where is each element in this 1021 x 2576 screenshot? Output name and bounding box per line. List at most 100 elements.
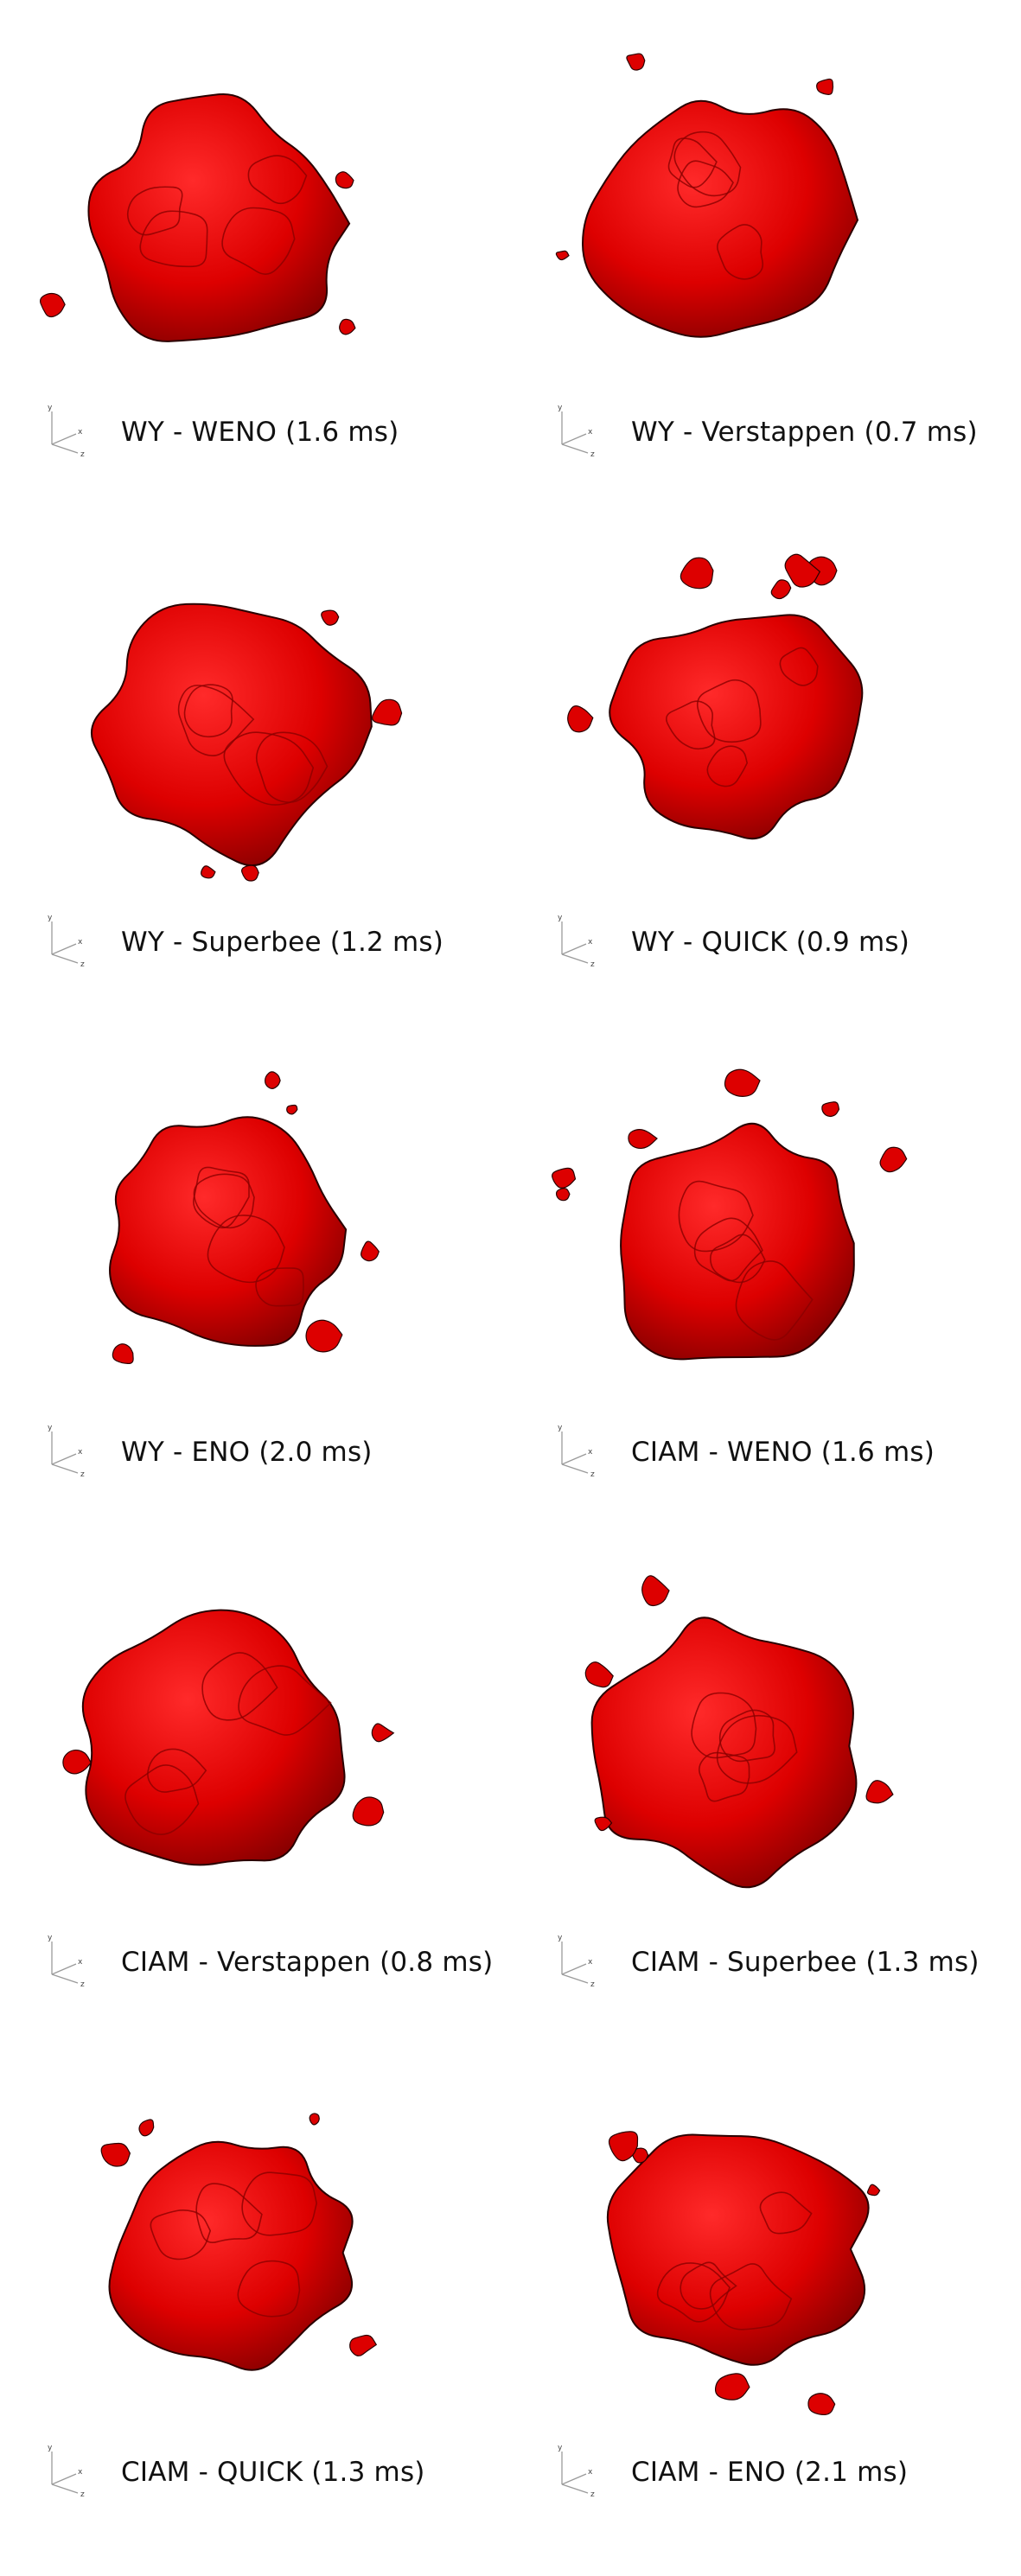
droplet-isosurface-image <box>62 1609 395 1866</box>
droplet-fragment <box>555 250 570 261</box>
droplet-fragment <box>631 2147 649 2164</box>
axis-label-y: y <box>558 2444 563 2452</box>
droplet-fragment <box>879 1146 908 1173</box>
axis-label-z: z <box>590 1980 595 1989</box>
droplet-isosurface-image <box>606 2131 881 2416</box>
droplet-body <box>109 1116 348 1347</box>
panel-caption-row: y x z CIAM - ENO (2.1 ms) <box>553 2439 1011 2500</box>
figure-panel: y x z WY - Verstappen (0.7 ms) <box>510 26 1020 536</box>
droplet-fold <box>177 685 255 756</box>
droplet-fold <box>709 2263 793 2331</box>
droplet-fold <box>779 647 819 686</box>
droplet-fold <box>193 1173 255 1229</box>
droplet-fold <box>241 2171 318 2236</box>
droplet-fragment <box>371 1723 395 1743</box>
droplet-fragment <box>567 705 594 733</box>
droplet-fold <box>207 1215 285 1284</box>
droplet-fragment <box>866 2184 881 2197</box>
droplet-fragment <box>305 1319 343 1353</box>
axis-label-x: x <box>588 938 593 947</box>
droplet-fold <box>126 186 183 236</box>
figure-panel: y x z CIAM - Superbee (1.3 ms) <box>510 1556 1020 2066</box>
droplet-fold <box>718 1709 775 1763</box>
panel-caption: WY - QUICK (0.9 ms) <box>631 927 910 958</box>
droplet-body <box>87 92 351 342</box>
droplet-fold <box>693 1217 763 1282</box>
droplet-fragment <box>724 1068 761 1097</box>
figure-panel: y x z CIAM - ENO (2.1 ms) <box>510 2066 1020 2576</box>
axis-label-y: y <box>48 1424 53 1432</box>
droplet-isosurface-image <box>40 92 356 342</box>
droplet-render <box>545 2083 942 2429</box>
panel-caption: CIAM - Verstappen (0.8 ms) <box>121 1947 494 1978</box>
droplet-fold <box>223 731 315 806</box>
droplet-fragment <box>241 864 259 882</box>
droplet-fragment <box>584 1661 614 1688</box>
axes-orientation-icon: y x z <box>43 1419 95 1480</box>
panel-caption-row: y x z WY - ENO (2.0 ms) <box>43 1419 501 1480</box>
panel-caption: WY - Superbee (1.2 ms) <box>121 927 444 958</box>
droplet-fold <box>201 1652 278 1721</box>
axis-label-z: z <box>80 2490 85 2499</box>
panel-caption: CIAM - WENO (1.6 ms) <box>631 1437 935 1468</box>
axes-orientation-icon: y x z <box>553 399 605 460</box>
axis-label-z: z <box>80 960 85 969</box>
droplet-fragment <box>807 2393 836 2416</box>
droplet-fragment <box>594 1816 613 1832</box>
droplet-fold <box>667 137 718 188</box>
droplet-fold <box>673 131 742 197</box>
droplet-fold <box>680 2261 737 2310</box>
droplet-fragment <box>555 1188 571 1202</box>
panel-caption-row: y x z WY - Superbee (1.2 ms) <box>43 909 501 970</box>
axis-label-x: x <box>78 1448 83 1457</box>
droplet-fold <box>666 700 716 750</box>
droplet-fragment <box>138 2119 155 2137</box>
droplet-body <box>609 614 864 840</box>
droplet-fragment <box>335 171 354 189</box>
axis-label-z: z <box>80 1470 85 1479</box>
droplet-fold <box>221 207 296 275</box>
panel-caption-row: y x z CIAM - QUICK (1.3 ms) <box>43 2439 501 2500</box>
axis-label-y: y <box>48 1934 53 1942</box>
droplet-fold <box>193 1166 250 1229</box>
droplet-isosurface-image <box>100 2113 378 2371</box>
droplet-fold <box>691 1692 757 1759</box>
axis-label-y: y <box>48 404 53 412</box>
droplet-body <box>620 1122 855 1361</box>
droplet-body <box>581 99 859 338</box>
droplet-fragment <box>770 579 792 600</box>
axes-orientation-icon: y x z <box>553 1929 605 1990</box>
droplet-fold <box>150 2209 212 2260</box>
droplet-render <box>35 553 432 899</box>
panel-caption-row: y x z WY - WENO (1.6 ms) <box>43 399 501 460</box>
axes-orientation-icon: y x z <box>553 1419 605 1480</box>
figure-panel: y x z WY - WENO (1.6 ms) <box>0 26 510 536</box>
droplet-fold <box>677 160 734 208</box>
axes-orientation-icon: y x z <box>553 2439 605 2500</box>
panel-caption-row: y x z CIAM - Superbee (1.3 ms) <box>553 1929 1011 1990</box>
axis-label-y: y <box>48 914 53 922</box>
axis-label-x: x <box>588 1958 593 1967</box>
droplet-fold <box>247 155 308 205</box>
droplet-fold <box>656 2262 731 2323</box>
droplet-fold <box>706 745 749 787</box>
droplet-fold <box>238 1665 332 1736</box>
axis-label-z: z <box>590 1470 595 1479</box>
droplet-fragment <box>321 609 340 626</box>
droplet-fragment <box>201 865 216 879</box>
figure-panel: y x z WY - Superbee (1.2 ms) <box>0 536 510 1046</box>
droplet-fold <box>709 1234 766 1284</box>
droplet-fold <box>759 2191 813 2235</box>
axes-orientation-icon: y x z <box>43 2439 95 2500</box>
droplet-body <box>90 603 373 867</box>
droplet-fragment <box>264 1071 281 1089</box>
figure-panel: y x z CIAM - Verstappen (0.8 ms) <box>0 1556 510 2066</box>
figure-panel: y x z CIAM - WENO (1.6 ms) <box>510 1046 1020 1556</box>
droplet-render <box>35 1573 432 1919</box>
axis-label-x: x <box>78 1958 83 1967</box>
droplet-fragment <box>100 2142 131 2167</box>
droplet-body <box>606 2133 870 2366</box>
droplet-fragment <box>821 1101 840 1118</box>
droplet-fragment <box>361 1240 380 1262</box>
droplet-fold <box>698 1751 750 1802</box>
